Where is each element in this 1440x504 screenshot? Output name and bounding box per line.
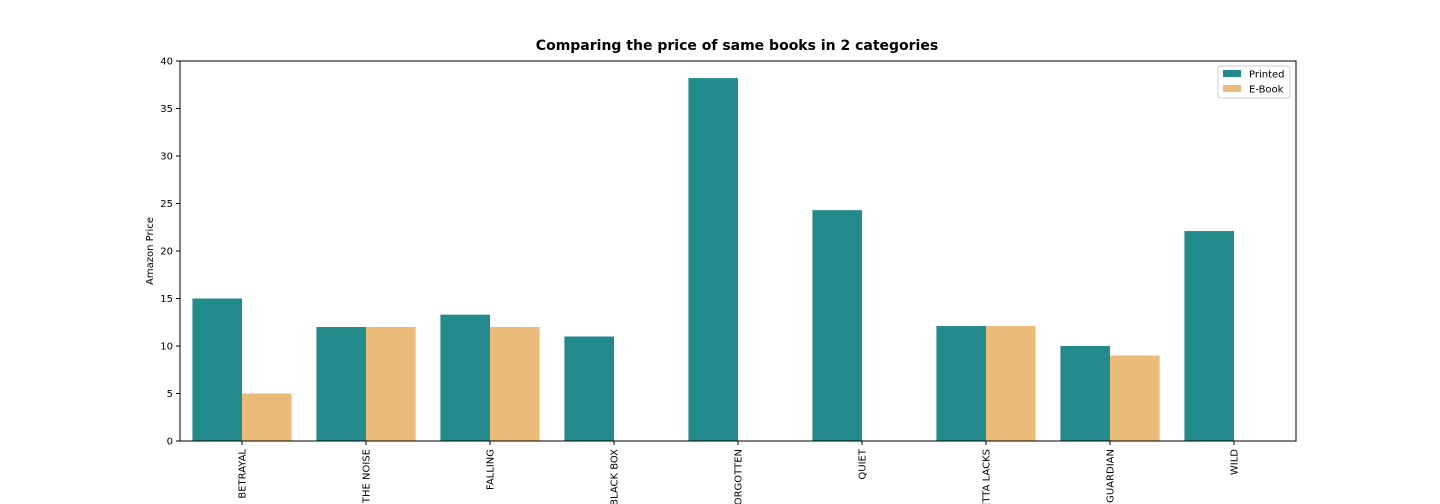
legend-label: E-Book bbox=[1249, 85, 1284, 96]
y-axis-label: Amazon Price bbox=[145, 217, 156, 285]
bar bbox=[440, 314, 490, 441]
y-tick-label: 20 bbox=[160, 247, 173, 258]
bar bbox=[366, 327, 416, 441]
bar bbox=[1110, 355, 1160, 441]
bar bbox=[316, 327, 366, 441]
bar bbox=[986, 326, 1036, 441]
y-tick-label: 40 bbox=[160, 57, 173, 68]
bar bbox=[242, 393, 292, 441]
bar bbox=[812, 210, 862, 441]
bar bbox=[490, 327, 540, 441]
y-tick-label: 30 bbox=[160, 152, 173, 163]
axes-frame bbox=[179, 60, 1297, 442]
chart-title: Comparing the price of same books in 2 c… bbox=[536, 38, 938, 54]
y-tick-label: 25 bbox=[160, 199, 173, 210]
y-tick-label: 10 bbox=[160, 342, 173, 353]
legend-swatch bbox=[1223, 70, 1241, 77]
x-tick-label: QUIET bbox=[858, 448, 869, 479]
x-tick-label: ETTA LACKS bbox=[982, 449, 993, 504]
x-tick-label: WILD bbox=[1230, 449, 1241, 475]
bar bbox=[936, 326, 986, 441]
bar bbox=[564, 336, 614, 441]
y-tick-label: 5 bbox=[167, 389, 173, 400]
legend-swatch bbox=[1223, 85, 1241, 92]
bar bbox=[1184, 231, 1234, 441]
x-tick-label: BETRAYAL bbox=[238, 449, 249, 499]
y-tick-label: 15 bbox=[160, 294, 173, 305]
x-tick-label: FALLING bbox=[486, 449, 497, 490]
y-tick-label: 35 bbox=[160, 104, 173, 115]
bar bbox=[192, 298, 242, 441]
x-tick-label: BLACK BOX bbox=[610, 449, 621, 504]
x-tick-label: FORGOTTEN bbox=[734, 449, 745, 504]
x-tick-label: THE NOISE bbox=[362, 449, 373, 504]
bar bbox=[688, 78, 738, 441]
bar bbox=[1060, 346, 1110, 441]
legend-label: Printed bbox=[1249, 70, 1285, 81]
x-tick-label: GUARDIAN bbox=[1106, 449, 1117, 503]
y-tick-label: 0 bbox=[167, 437, 173, 448]
